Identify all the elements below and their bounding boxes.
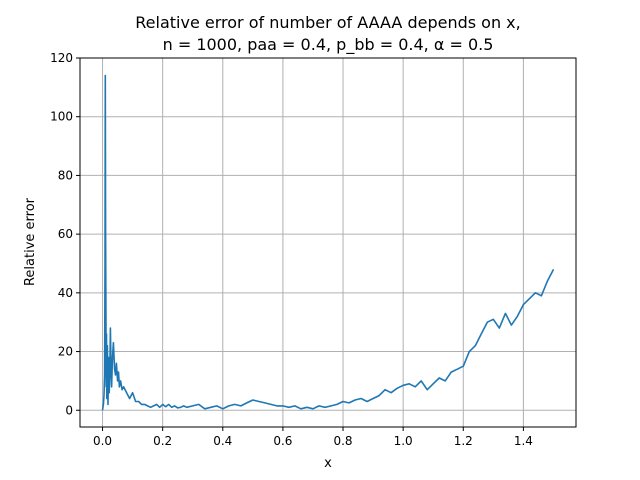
y-tick-label: 60 [58, 227, 73, 241]
x-tick-label: 0.2 [153, 434, 172, 448]
x-tick-label: 1.2 [454, 434, 473, 448]
x-tick-label: 1.4 [514, 434, 533, 448]
x-tick-label: 0.4 [213, 434, 232, 448]
chart-subtitle: n = 1000, paa = 0.4, p_bb = 0.4, α = 0.5 [163, 35, 494, 55]
y-axis-label: Relative error [23, 197, 38, 286]
y-tick-label: 40 [58, 286, 73, 300]
x-axis-label: x [324, 456, 332, 471]
axis-ticks: 0.0 0.2 0.4 0.6 0.8 1.0 1.2 1.4 0 20 40 60 80 100 120 [50, 51, 533, 448]
grid [80, 57, 576, 427]
chart-title: Relative error of number of AAAA depends… [135, 13, 520, 32]
y-tick-label: 80 [58, 168, 73, 182]
y-tick-label: 0 [65, 403, 73, 417]
x-tick-label: 0.6 [273, 434, 292, 448]
y-tick-label: 100 [50, 110, 73, 124]
plot-area-frame [79, 57, 577, 428]
data-series [101, 74, 555, 411]
x-tick-label: 0.0 [93, 434, 112, 448]
x-tick-label: 0.8 [333, 434, 352, 448]
x-tick-label: 1.0 [394, 434, 413, 448]
y-tick-label: 120 [50, 51, 73, 65]
series-line [101, 74, 555, 411]
y-tick-label: 20 [58, 345, 73, 359]
